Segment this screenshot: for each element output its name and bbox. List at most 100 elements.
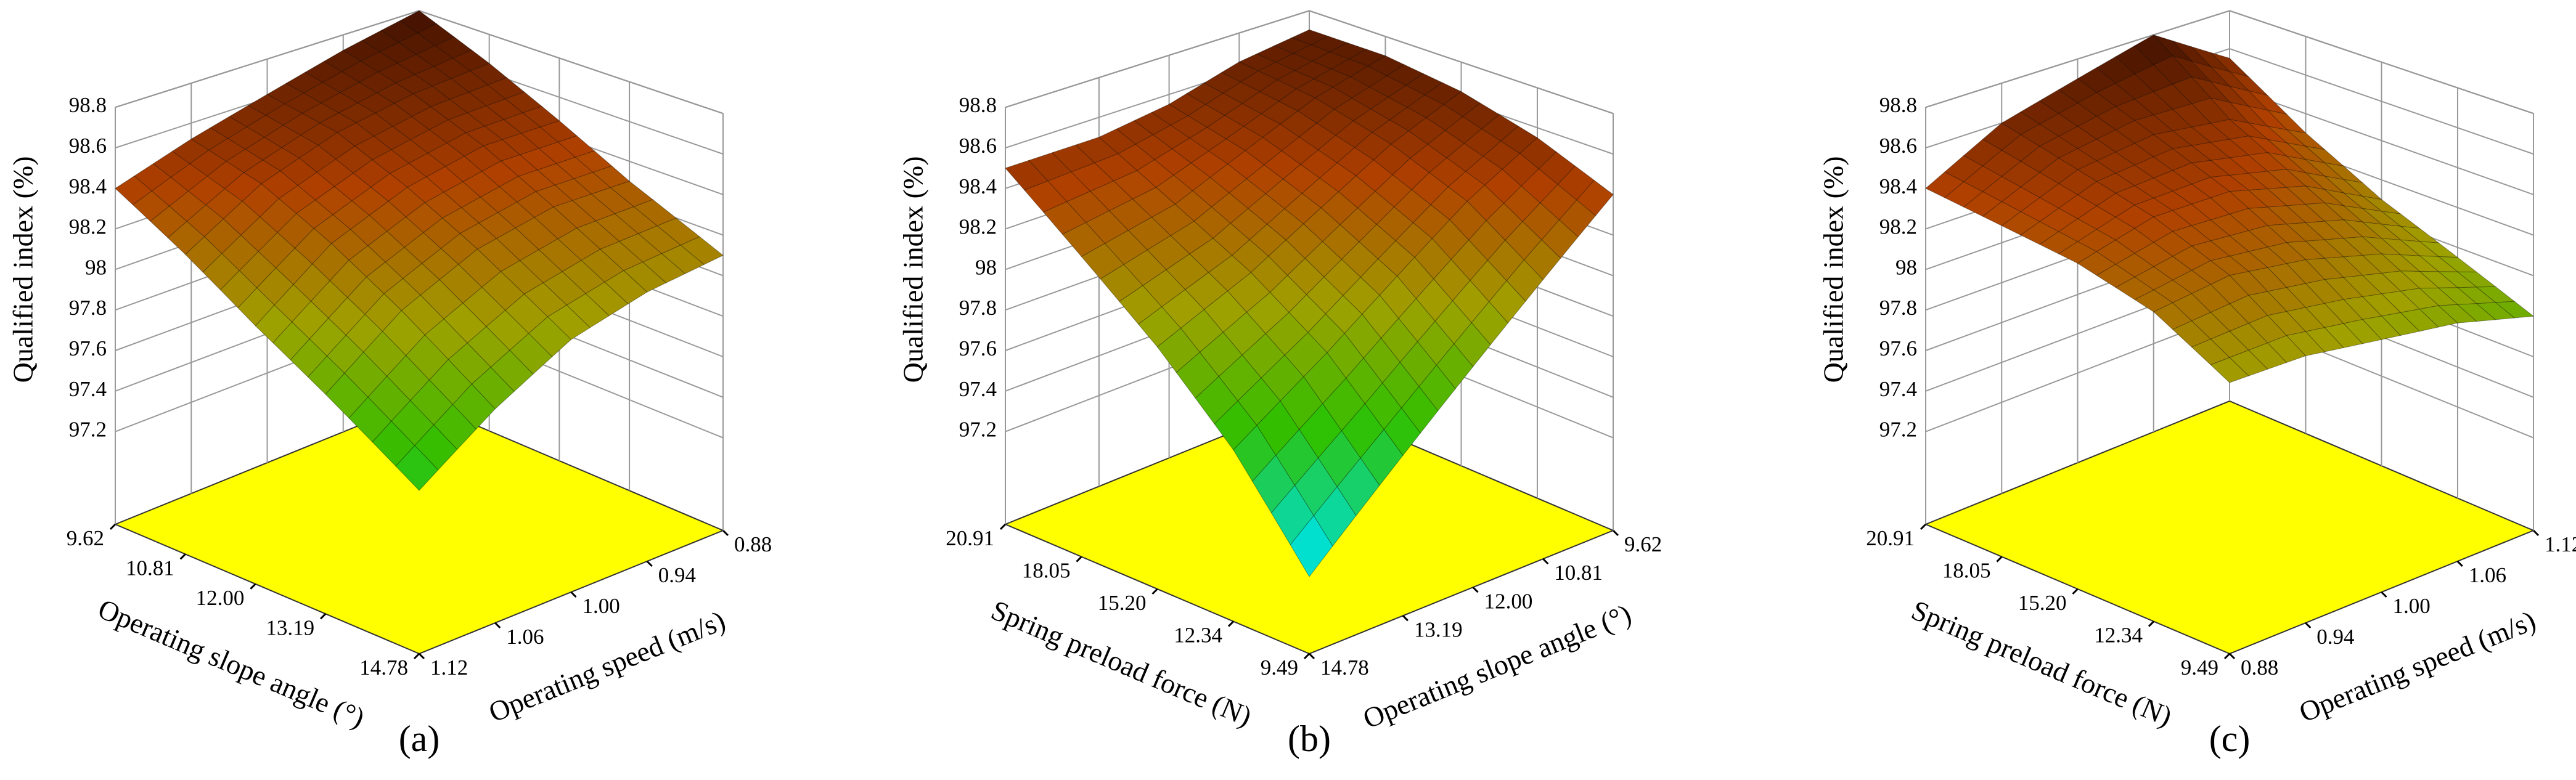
x-tick-label: 12.34 xyxy=(2094,624,2143,648)
surface-patch xyxy=(2228,119,2269,140)
surface-patch xyxy=(2342,319,2382,344)
surface-patch xyxy=(2229,349,2268,376)
surface-patch xyxy=(2172,55,2212,83)
y-tick-label: 9.62 xyxy=(1624,532,1662,556)
surface-patch xyxy=(2476,302,2516,320)
tick-mark xyxy=(1076,556,1082,563)
z-tick-label: 97.6 xyxy=(1879,336,1917,360)
tick-mark xyxy=(1402,615,1409,622)
y-tick-label: 1.12 xyxy=(430,656,468,680)
surface-patch xyxy=(2285,129,2326,150)
y-tick-label: 1.00 xyxy=(583,594,620,618)
z-tick-label: 97.8 xyxy=(959,296,997,320)
z-tick-label: 97.8 xyxy=(69,296,107,320)
panel-label: (c) xyxy=(2209,718,2251,759)
y-axis-title: Operating speed (m/s) xyxy=(2295,604,2540,728)
z-tick-label: 98.6 xyxy=(1879,134,1917,158)
tick-mark xyxy=(646,560,653,567)
z-tick-label: 98.2 xyxy=(1879,215,1917,239)
z-tick-label: 98.8 xyxy=(959,93,997,117)
x-tick-label: 9.49 xyxy=(2181,656,2218,680)
y-tick-label: 0.88 xyxy=(734,532,772,556)
z-tick-label: 97.8 xyxy=(1879,296,1917,320)
tick-mark xyxy=(250,583,256,590)
surface-patch xyxy=(2210,52,2250,78)
tick-mark xyxy=(1227,620,1235,627)
surface-patch xyxy=(2228,86,2269,111)
z-tick-label: 97.2 xyxy=(959,418,997,442)
y-tick-label: 1.06 xyxy=(2469,563,2506,587)
z-tick-label: 98.6 xyxy=(959,134,997,158)
y-tick-label: 0.94 xyxy=(658,563,696,587)
surface-patch xyxy=(1290,515,1333,577)
surface-patch xyxy=(395,445,439,491)
y-axis-title: Operating speed (m/s) xyxy=(485,604,730,728)
surface-patch xyxy=(2495,301,2535,319)
z-tick-label: 97.4 xyxy=(959,377,997,401)
tick-mark xyxy=(2305,622,2312,629)
z-tick-label: 97.2 xyxy=(69,418,107,442)
y-tick-label: 13.19 xyxy=(1414,617,1463,641)
x-tick-label: 18.05 xyxy=(1022,559,1071,583)
surface-patch xyxy=(2418,255,2459,272)
floor xyxy=(1924,400,2535,655)
surface-patch xyxy=(2286,185,2326,205)
tick-mark xyxy=(2223,652,2231,660)
surface-patch xyxy=(2267,110,2307,134)
z-tick-label: 98.6 xyxy=(69,134,107,158)
tick-mark xyxy=(1612,529,1619,537)
y-tick-label: 1.12 xyxy=(2545,532,2576,556)
x-tick-label: 20.91 xyxy=(1866,526,1915,550)
surface-patch xyxy=(2304,185,2345,206)
surface-patch xyxy=(1061,222,1106,258)
tick-mark xyxy=(2148,620,2155,627)
surface-patch xyxy=(2361,315,2402,340)
z-tick-label: 98.8 xyxy=(69,93,107,117)
z-tick-label: 98 xyxy=(85,255,107,279)
tick-mark xyxy=(2381,591,2387,598)
panel-label: (b) xyxy=(1288,718,1331,759)
panel: 97.2 97.4 97.6 97.8 98 98.2 98.4 98.6 98.8 9.62 10… xyxy=(898,10,1662,759)
z-axis-title: Qualified index (%) xyxy=(7,156,39,383)
x-tick-label: 18.05 xyxy=(1942,559,1991,583)
tick-mark xyxy=(179,553,186,560)
surface-patch xyxy=(2342,205,2383,225)
surface-patch xyxy=(2209,97,2250,124)
y-tick-label: 14.78 xyxy=(1320,656,1369,680)
tick-mark xyxy=(1996,556,2003,563)
surface-patch xyxy=(2304,159,2345,181)
surface-patch xyxy=(2304,172,2345,193)
tick-mark xyxy=(413,652,420,660)
surface-patch xyxy=(2305,327,2344,352)
panel: 97.2 97.4 97.6 97.8 98 98.2 98.4 98.6 98.8 0.88 0.… xyxy=(1818,10,2576,759)
tick-mark xyxy=(1920,523,1927,530)
tick-mark xyxy=(999,523,1007,530)
tick-mark xyxy=(320,613,327,620)
surface-patch xyxy=(2285,142,2326,164)
x-tick-label: 9.62 xyxy=(67,526,104,550)
z-axis-title: Qualified index (%) xyxy=(1818,156,1849,383)
x-tick-label: 15.20 xyxy=(2018,591,2067,615)
tick-mark xyxy=(2532,529,2540,537)
surface-patch xyxy=(1024,181,1068,213)
surface-patch xyxy=(2399,225,2440,243)
surface-patch xyxy=(2285,168,2326,190)
z-tick-label: 98 xyxy=(975,255,997,279)
surface-patch xyxy=(2210,357,2249,383)
tick-mark xyxy=(418,652,425,660)
z-tick-label: 98 xyxy=(1895,255,1917,279)
z-tick-label: 97.4 xyxy=(1879,377,1917,401)
z-tick-label: 97.6 xyxy=(959,336,997,360)
surface-patch xyxy=(2247,122,2288,144)
z-tick-label: 97.6 xyxy=(69,336,107,360)
z-tick-label: 97.4 xyxy=(69,377,107,401)
tick-mark xyxy=(2072,588,2079,595)
surface-patch xyxy=(2247,342,2288,370)
y-tick-label: 1.00 xyxy=(2393,594,2431,618)
z-tick-label: 98.8 xyxy=(1879,93,1917,117)
surface-patch xyxy=(2456,303,2496,322)
surface-patch xyxy=(2285,155,2326,177)
z-axis-title: Qualified index (%) xyxy=(898,156,929,383)
surface-patch xyxy=(2381,312,2421,336)
